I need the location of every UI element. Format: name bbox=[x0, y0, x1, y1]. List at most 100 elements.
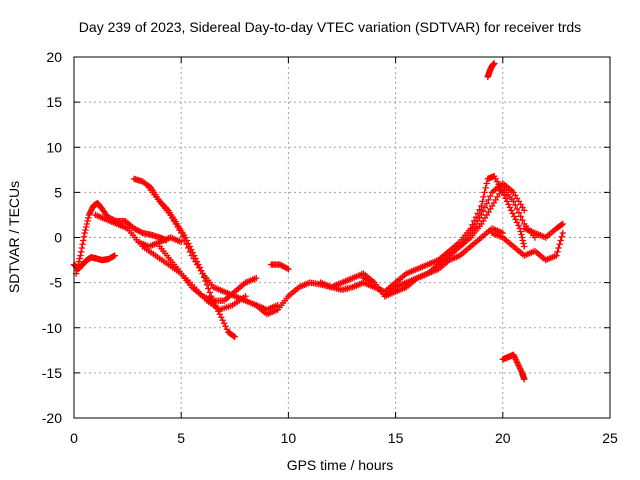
data-point bbox=[181, 237, 188, 244]
data-point bbox=[76, 255, 83, 262]
series-arc-c bbox=[92, 211, 185, 250]
data-point bbox=[487, 192, 494, 200]
data-point bbox=[137, 229, 145, 236]
data-point bbox=[80, 237, 87, 244]
y-tick-label: 0 bbox=[54, 230, 62, 246]
data-point bbox=[253, 274, 260, 282]
data-point bbox=[512, 201, 519, 209]
data-point bbox=[218, 314, 225, 321]
data-point bbox=[558, 233, 565, 240]
data-point bbox=[482, 184, 489, 192]
x-tick-label: 0 bbox=[70, 430, 78, 446]
data-point bbox=[78, 244, 86, 252]
y-tick-label: -10 bbox=[42, 320, 62, 336]
data-point bbox=[510, 198, 517, 205]
data-point bbox=[491, 60, 498, 67]
data-point bbox=[515, 222, 522, 229]
y-tick-label: 20 bbox=[46, 49, 62, 65]
data-point bbox=[230, 332, 237, 340]
data-point bbox=[513, 219, 521, 226]
data-point bbox=[205, 285, 212, 292]
data-point bbox=[79, 241, 86, 248]
data-point bbox=[75, 258, 83, 265]
data-point bbox=[515, 209, 523, 216]
data-point bbox=[85, 214, 92, 222]
x-tick-label: 10 bbox=[281, 430, 297, 446]
data-point bbox=[82, 223, 90, 231]
data-point bbox=[220, 320, 228, 327]
data-point bbox=[178, 238, 185, 246]
data-point bbox=[481, 189, 488, 196]
data-point bbox=[559, 229, 567, 237]
data-point bbox=[219, 317, 226, 324]
data-point bbox=[517, 213, 524, 220]
y-tick-label: 15 bbox=[46, 94, 62, 110]
data-point bbox=[73, 267, 81, 274]
data-point bbox=[519, 217, 526, 224]
data-point bbox=[557, 237, 564, 244]
series-arc-o bbox=[484, 60, 498, 81]
chart-title: Day 239 of 2023, Sidereal Day-to-day VTE… bbox=[79, 19, 581, 35]
data-point bbox=[242, 292, 249, 300]
data-point bbox=[283, 265, 291, 272]
tick-marks bbox=[73, 56, 611, 419]
x-tick-label: 25 bbox=[602, 430, 618, 446]
data-point bbox=[556, 241, 563, 248]
data-point bbox=[77, 252, 84, 259]
data-point bbox=[521, 375, 528, 383]
data-point bbox=[519, 237, 527, 244]
data-point bbox=[480, 193, 487, 201]
data-point bbox=[479, 207, 487, 215]
data-point bbox=[511, 213, 518, 220]
data-point bbox=[472, 213, 480, 221]
data-point bbox=[223, 326, 231, 333]
data-point bbox=[478, 211, 485, 219]
data-point bbox=[520, 240, 527, 247]
y-tick-label: -20 bbox=[42, 410, 62, 426]
data-point bbox=[84, 217, 91, 225]
data-point bbox=[485, 196, 492, 204]
data-point bbox=[518, 234, 526, 241]
data-point bbox=[502, 195, 509, 202]
data-point bbox=[178, 229, 185, 237]
data-point bbox=[503, 198, 511, 205]
series-arc-m bbox=[488, 229, 567, 264]
y-axis-label: SDTVAR / TECUs bbox=[6, 181, 22, 293]
data-point bbox=[559, 220, 567, 228]
y-tick-label: -15 bbox=[42, 365, 62, 381]
data-point bbox=[476, 206, 483, 213]
data-point bbox=[483, 200, 490, 207]
series-arc-i bbox=[268, 261, 292, 273]
x-tick-label: 15 bbox=[388, 430, 404, 446]
data-point bbox=[285, 265, 292, 273]
data-point bbox=[83, 220, 91, 228]
data-point bbox=[505, 201, 512, 208]
data-point bbox=[555, 244, 562, 252]
data-point bbox=[222, 323, 229, 330]
data-point bbox=[517, 228, 524, 235]
data-point bbox=[483, 180, 490, 187]
data-point bbox=[111, 252, 118, 259]
data-point bbox=[80, 233, 88, 240]
data-point bbox=[81, 229, 88, 237]
data-point bbox=[82, 226, 89, 234]
data-point bbox=[481, 204, 489, 211]
data-point bbox=[521, 207, 528, 214]
data-point bbox=[508, 207, 515, 214]
data-point bbox=[479, 198, 486, 205]
x-tick-label: 5 bbox=[177, 430, 185, 446]
data-point bbox=[77, 248, 85, 255]
data-point bbox=[186, 248, 194, 255]
x-tick-label: 20 bbox=[495, 430, 511, 446]
y-tick-label: 5 bbox=[54, 184, 62, 200]
data-point bbox=[509, 210, 517, 217]
data-point bbox=[513, 205, 521, 213]
data-point bbox=[478, 202, 485, 210]
y-tick-label: -5 bbox=[50, 275, 63, 291]
x-axis-label: GPS time / hours bbox=[287, 457, 394, 473]
y-tick-label: 10 bbox=[46, 139, 62, 155]
data-point bbox=[521, 243, 528, 250]
series-arc-e bbox=[145, 184, 281, 313]
